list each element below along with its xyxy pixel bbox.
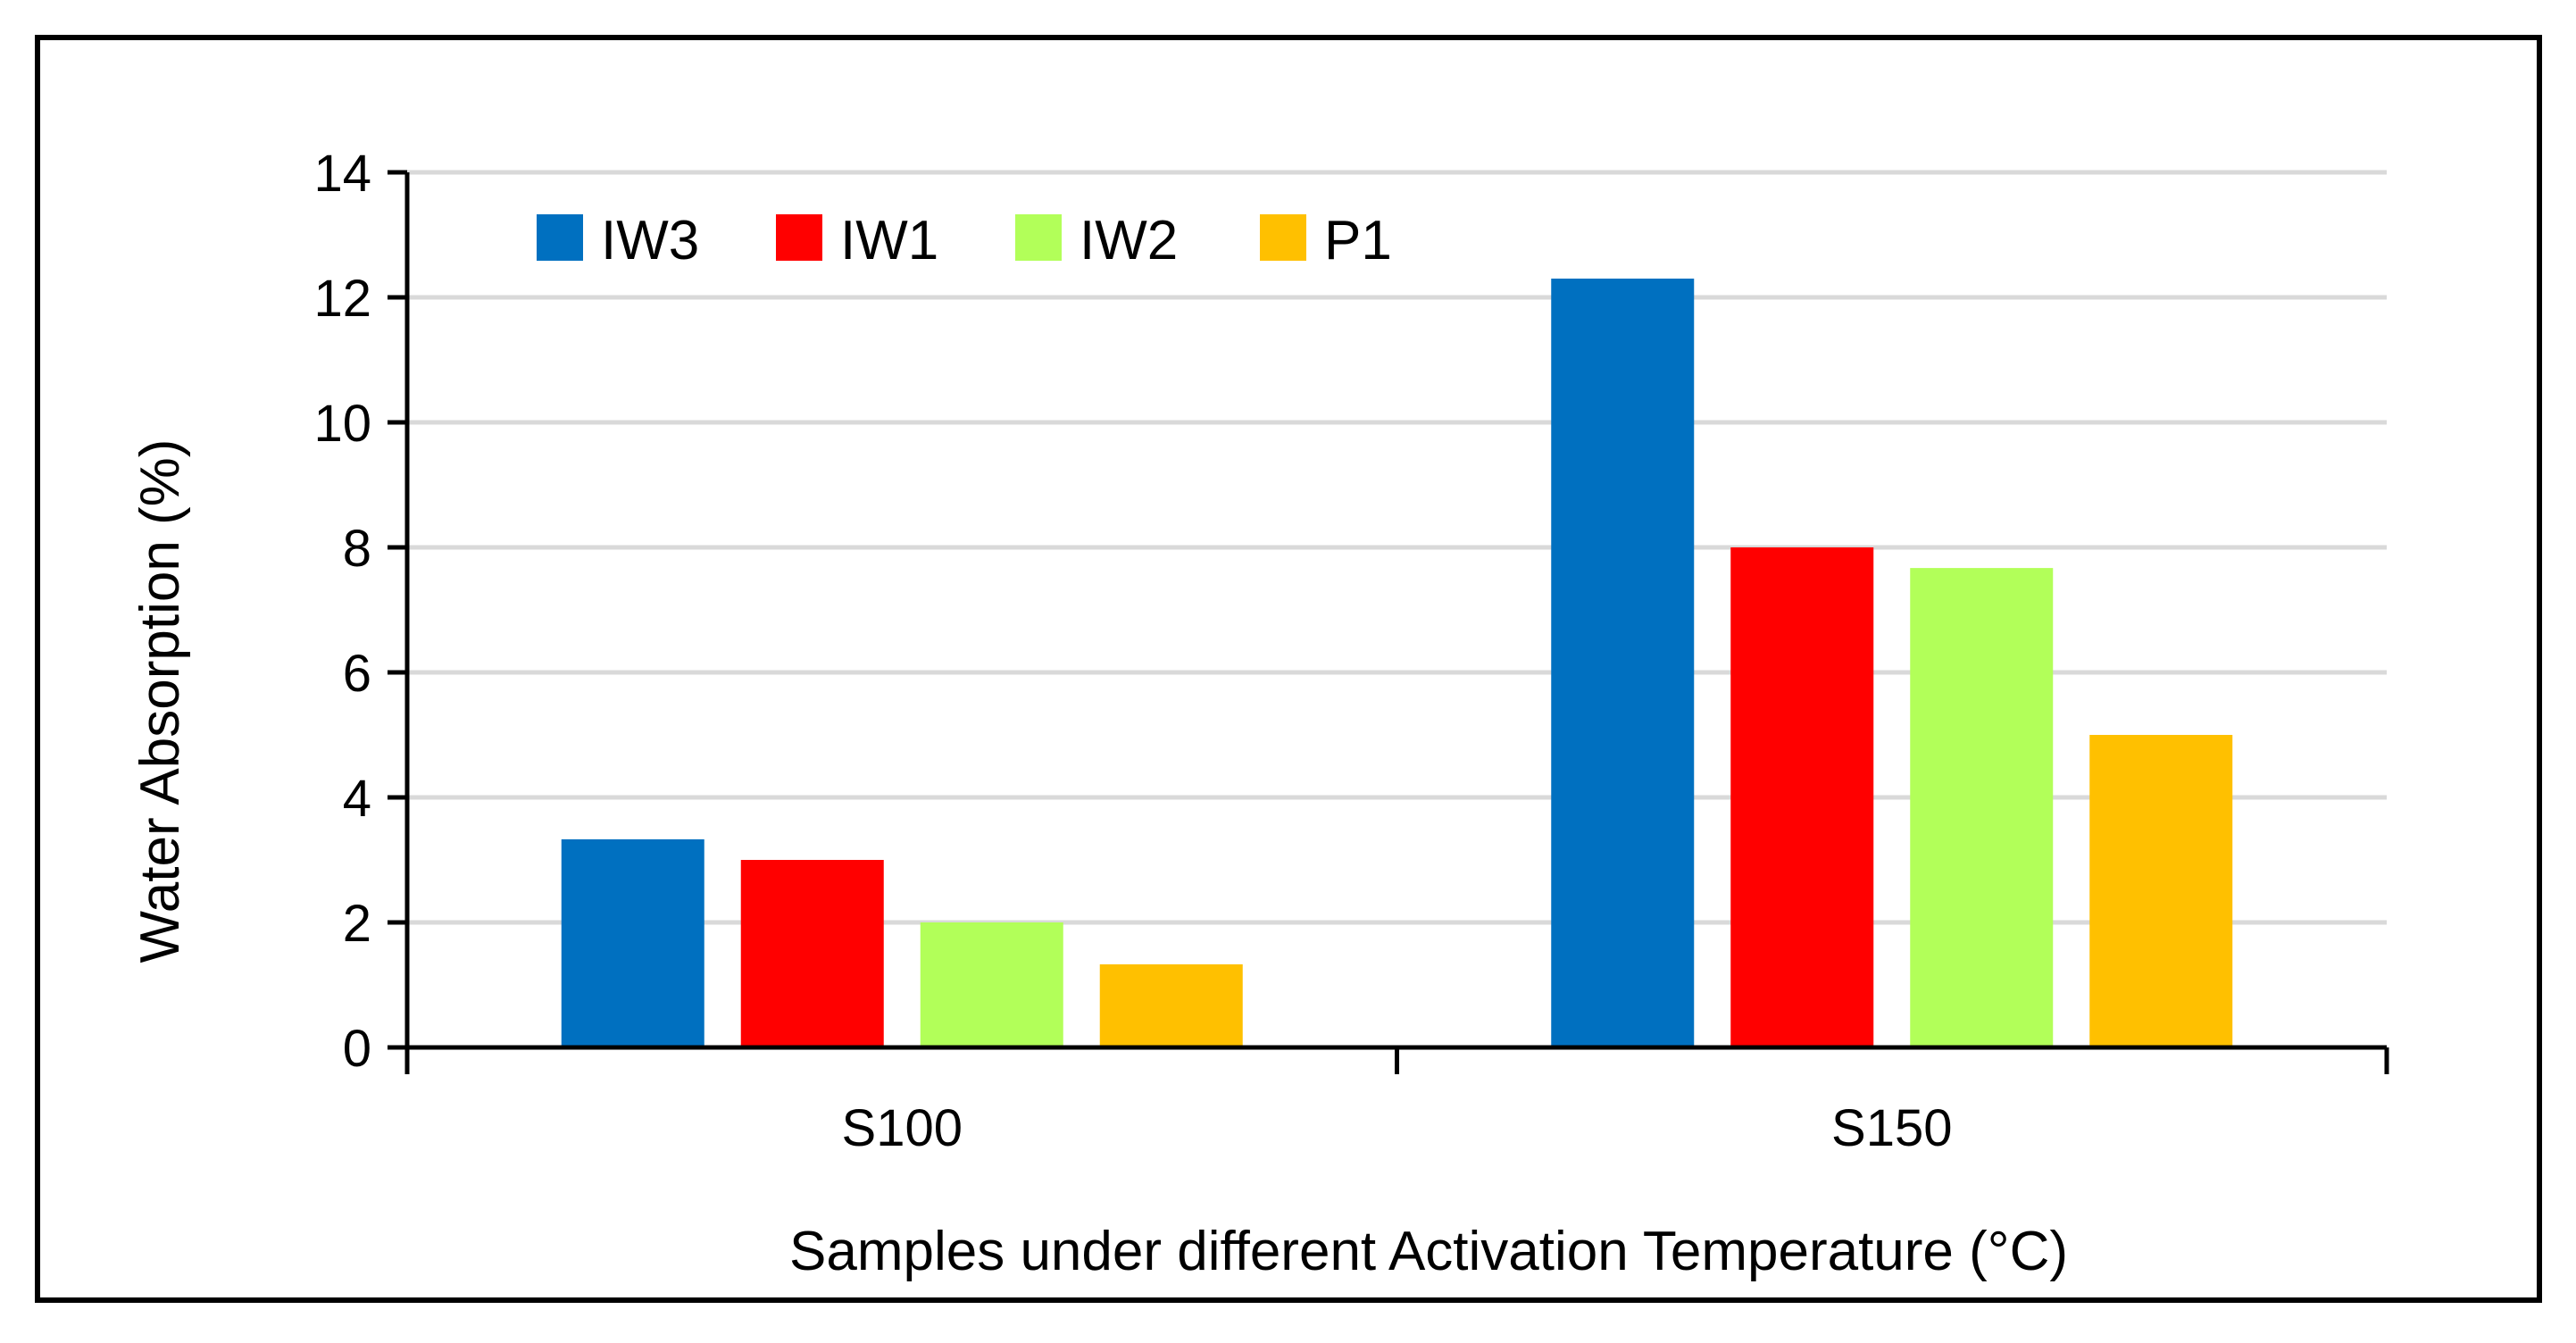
y-tick-label: 8 bbox=[343, 520, 371, 578]
bar-p1-s100 bbox=[1099, 963, 1243, 1047]
y-tick-label: 6 bbox=[343, 645, 371, 703]
x-tick-label: S150 bbox=[1831, 1099, 1952, 1157]
legend-label-iw2: IW2 bbox=[1080, 210, 1178, 271]
legend: IW3 IW1 IW2 P1 bbox=[537, 210, 1392, 271]
y-tick-label: 10 bbox=[313, 395, 371, 453]
bar-p1-s150 bbox=[2089, 735, 2233, 1047]
y-tick-labels: 0 2 4 6 8 10 12 14 bbox=[313, 145, 371, 1078]
axes bbox=[388, 170, 2389, 1074]
legend-swatch-iw3 bbox=[537, 214, 583, 261]
bar-iw1-s150 bbox=[1730, 547, 1874, 1047]
x-tick-labels: S100 S150 bbox=[842, 1099, 1953, 1157]
legend-label-iw3: IW3 bbox=[601, 210, 699, 271]
bar-iw3-s150 bbox=[1551, 279, 1695, 1047]
y-tick-label: 0 bbox=[343, 1020, 371, 1078]
y-tick-label: 14 bbox=[313, 145, 371, 203]
bars bbox=[561, 279, 2233, 1047]
legend-swatch-iw2 bbox=[1015, 214, 1062, 261]
legend-swatch-iw1 bbox=[776, 214, 822, 261]
x-tick-label: S100 bbox=[842, 1099, 963, 1157]
bar-iw2-s100 bbox=[920, 922, 1063, 1047]
legend-label-iw1: IW1 bbox=[840, 210, 938, 271]
legend-label-p1: P1 bbox=[1324, 210, 1392, 271]
y-tick-label: 12 bbox=[313, 270, 371, 328]
gridlines bbox=[407, 170, 2387, 925]
y-axis-label: Water Absorption (%) bbox=[129, 439, 191, 963]
y-tick-label: 2 bbox=[343, 895, 371, 953]
y-tick-label: 4 bbox=[343, 770, 371, 828]
x-axis-label: Samples under different Activation Tempe… bbox=[789, 1221, 2068, 1282]
chart-border bbox=[35, 35, 2542, 1303]
legend-swatch-p1 bbox=[1260, 214, 1306, 261]
bar-iw1-s100 bbox=[740, 860, 884, 1047]
bar-iw3-s100 bbox=[561, 838, 704, 1047]
bar-iw2-s150 bbox=[1910, 568, 2054, 1047]
